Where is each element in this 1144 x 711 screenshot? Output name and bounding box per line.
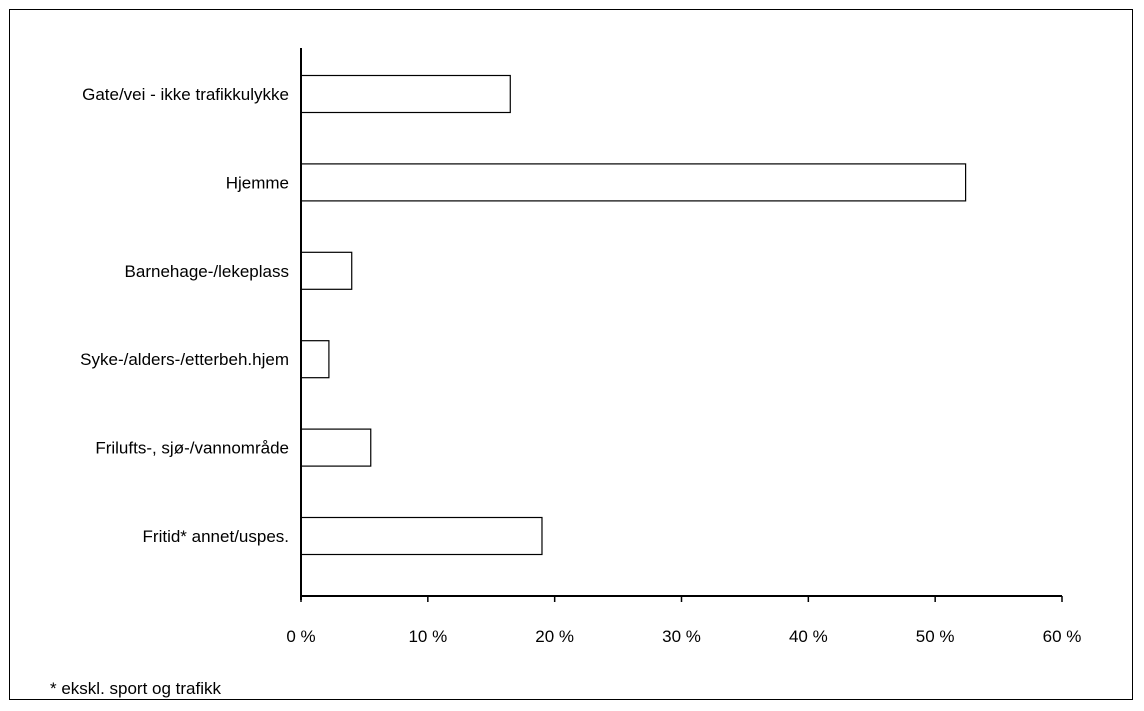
category-label: Gate/vei - ikke trafikkulykke	[82, 85, 289, 104]
x-tick-label: 30 %	[662, 627, 701, 646]
category-label: Fritid* annet/uspes.	[143, 527, 289, 546]
chart-frame	[9, 9, 1133, 700]
x-tick-label: 10 %	[408, 627, 447, 646]
bars-layer	[300, 74, 967, 556]
bar	[300, 163, 967, 202]
category-label: Frilufts-, sjø-/vannområde	[95, 439, 289, 458]
labels-layer: Gate/vei - ikke trafikkulykke Hjemme Barne…	[80, 85, 1081, 646]
x-tick-label: 20 %	[535, 627, 574, 646]
x-tick-label: 40 %	[789, 627, 828, 646]
x-tick-label: 50 %	[916, 627, 955, 646]
chart-footnote: * ekskl. sport og trafikk	[50, 679, 222, 698]
bar	[300, 428, 372, 467]
bar	[300, 74, 511, 114]
bar	[300, 340, 330, 379]
bar	[300, 516, 543, 556]
category-label: Hjemme	[226, 173, 289, 192]
category-label: Barnehage-/lekeplass	[125, 262, 289, 281]
bar	[300, 251, 353, 290]
x-tick-label: 0 %	[286, 627, 315, 646]
category-label: Syke-/alders-/etterbeh.hjem	[80, 350, 289, 369]
axes-layer	[300, 48, 1063, 602]
x-tick-label: 60 %	[1043, 627, 1082, 646]
